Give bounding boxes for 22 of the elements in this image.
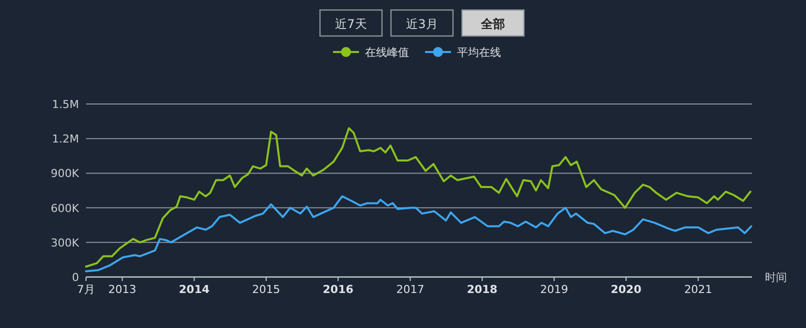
legend-label: 在线峰值 [365,46,409,59]
x-tick-label: 2014 [178,283,210,296]
x-tick-label: 2016 [322,283,354,296]
x-tick-label: 2021 [684,283,712,296]
y-tick-label: 300K [50,236,80,250]
legend-label: 平均在线 [457,46,501,59]
y-tick-label: 600K [50,202,80,215]
x-tick-label: 2018 [466,283,498,296]
text: 全部 [480,17,505,31]
x-tick-label: 2013 [108,283,136,296]
x-tick-label: 2017 [396,283,424,296]
y-tick-label: 1.5M [52,98,79,111]
x-tick-label: 2019 [540,283,568,296]
x-tick-label: 2020 [610,283,642,296]
y-tick-label: 0 [72,271,79,284]
x-axis-title: 时间 [765,271,787,284]
x-tick-label: 2015 [252,283,280,296]
text: 近7天 [335,17,367,31]
y-tick-label: 1.2M [52,132,79,146]
x-tick-label: 7月 [77,283,95,296]
text: 近3月 [406,17,438,31]
y-tick-label: 900K [50,167,80,180]
